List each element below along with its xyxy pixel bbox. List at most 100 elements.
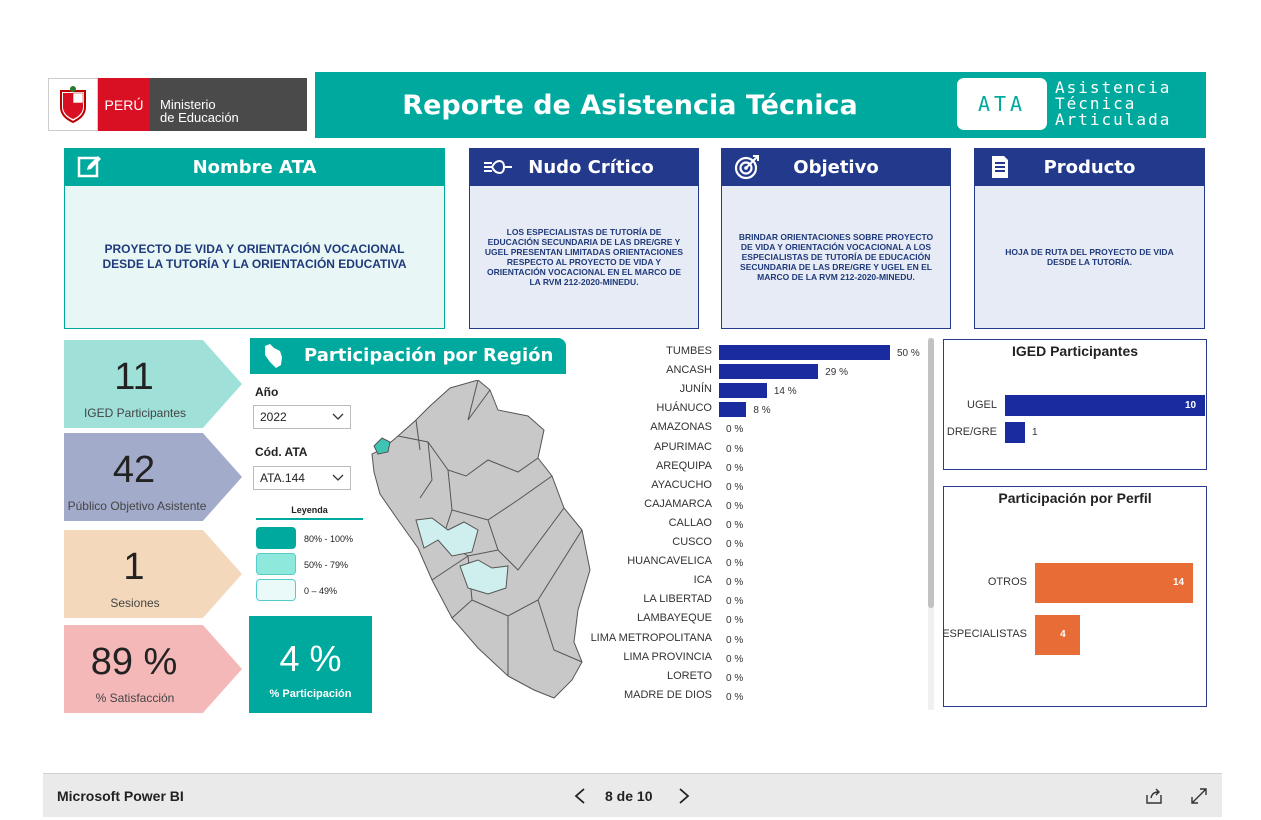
bar	[1035, 563, 1193, 603]
kpi-label: IGED Participantes	[83, 406, 187, 420]
minedu-logo: PERÚ Ministerio de Educación	[48, 78, 308, 131]
kpi-iged-participantes: 11 IGED Participantes	[64, 340, 242, 428]
card-producto-header: Producto	[974, 148, 1205, 186]
card-objetivo-title: Objetivo	[793, 156, 879, 178]
iged-panel-title: IGED Participantes	[1011, 343, 1139, 359]
bar-value-label: 0 %	[726, 615, 744, 627]
bar-value-label: 14 %	[773, 386, 797, 398]
year-select[interactable]: 2022	[253, 405, 351, 429]
kpi-publico-objetivo: 42 Público Objetivo Asistente	[64, 433, 242, 521]
legend-swatch-low	[256, 579, 296, 601]
peru-region-map	[371, 380, 591, 699]
iged-panel: IGED Participantes UGEL 10 DRE/GRE 1	[943, 339, 1207, 470]
card-nudo-title: Nudo Crítico	[528, 156, 654, 178]
bar-category-label: MADRE DE DIOS	[623, 688, 712, 701]
peru-label: PERÚ	[98, 78, 150, 131]
card-nudo-header: Nudo Crítico	[469, 148, 699, 186]
bar-value-label: 0 %	[726, 462, 744, 474]
bar-value-label: 14	[1173, 577, 1185, 588]
card-producto-title: Producto	[1043, 156, 1136, 178]
bar-value-label: 50 %	[897, 348, 920, 359]
legend-label-low: 0 – 49%	[304, 586, 338, 596]
perfil-bar-chart: OTROS 14 ESPECIALISTAS 4	[942, 487, 1206, 706]
kpi-sesiones: 1 Sesiones	[64, 530, 242, 618]
bar-category-label: HUÁNUCO	[656, 402, 712, 415]
card-nudo-critico: Nudo Crítico LOS ESPECIALISTAS DE TUTORÍ…	[469, 148, 699, 329]
peru-map-icon	[265, 344, 282, 368]
bar-value-label: 0 %	[726, 443, 744, 455]
region-bar-chart: TUMBES 50 % ANCASH 29 % JUNÍN 14 % HUÁNUCO 8 % A…	[570, 344, 930, 712]
kpi-value: 1	[123, 546, 145, 588]
card-producto-text: HOJA DE RUTA DEL PROYECTO DE VIDA DESDE …	[1005, 247, 1174, 267]
bar-category-label: LIMA PROVINCIA	[623, 650, 712, 663]
bar-value-label: 0 %	[726, 596, 744, 608]
year-label: Año	[255, 385, 279, 399]
title-bar: Reporte de Asistencia Técnica ATA Asiste…	[315, 72, 1206, 138]
share-icon[interactable]	[1144, 786, 1164, 806]
bar-value-label: 0 %	[726, 481, 744, 493]
bar-category-label: ESPECIALISTAS	[942, 628, 1027, 640]
card-objetivo-header: Objetivo	[721, 148, 951, 186]
bar-value-label: 0 %	[726, 500, 744, 512]
bar-category-label: DRE/GRE	[946, 425, 997, 438]
bar-value-label: 4	[1060, 629, 1066, 640]
bar-value-label: 10	[1185, 399, 1197, 411]
bar-category-label: LAMBAYEQUE	[637, 612, 712, 625]
peru-shield-icon	[48, 78, 98, 131]
bar-value-label: 0 %	[726, 519, 744, 531]
bar	[719, 345, 890, 360]
card-nombre-title: Nombre ATA	[192, 156, 317, 178]
edit-icon	[77, 156, 101, 178]
knot-icon	[484, 160, 512, 174]
perfil-panel: Participación por Perfil OTROS 14 ESPECIAL…	[942, 486, 1207, 707]
kpi-satisfaccion: 89 % % Satisfacción	[64, 625, 242, 713]
legend-swatch-mid	[256, 553, 296, 575]
bar-value-label: 1	[1032, 426, 1038, 438]
bar-category-label: LORETO	[666, 669, 712, 682]
bar-value-label: 0 %	[726, 558, 744, 570]
scrollbar-thumb[interactable]	[928, 338, 934, 608]
card-nombre-ata: Nombre ATA PROYECTO DE VIDA Y ORIENTACIÓ…	[64, 148, 445, 329]
powerbi-brand-link[interactable]: Microsoft Power BI	[57, 788, 184, 804]
chart-scrollbar[interactable]	[928, 338, 934, 710]
map-legend: Leyenda 80% - 100% 50% - 79% 0 – 49%	[256, 505, 363, 605]
kpi-label: Público Objetivo Asistente	[67, 499, 207, 513]
bar-category-label: ICA	[693, 574, 712, 587]
ministry-name: Ministerio de Educación	[150, 78, 307, 131]
bar-value-label: 0 %	[726, 424, 744, 436]
bar	[719, 383, 767, 399]
page-indicator: 8 de 10	[605, 788, 653, 804]
bar-category-label: LIMA METROPOLITANA	[590, 631, 712, 644]
bar	[1035, 615, 1081, 655]
legend-label-mid: 50% - 79%	[304, 560, 349, 570]
code-label: Cód. ATA	[255, 445, 308, 459]
bar-category-label: CUSCO	[672, 536, 712, 548]
code-select[interactable]: ATA.144	[253, 466, 351, 490]
bar-category-label: CALLAO	[668, 516, 712, 529]
bar-category-label: AMAZONAS	[650, 421, 712, 434]
bar-category-label: HUANCAVELICA	[627, 555, 712, 568]
kpi-value: 42	[112, 449, 156, 491]
bar	[1005, 395, 1205, 416]
bar-category-label: AREQUIPA	[655, 459, 712, 472]
kpi-label: Sesiones	[110, 596, 160, 610]
fullscreen-icon[interactable]	[1189, 786, 1209, 806]
bar-value-label: 0 %	[726, 634, 744, 646]
participation-label: % Participación	[269, 688, 352, 700]
next-page-icon[interactable]	[677, 787, 691, 805]
bar-category-label: TUMBES	[666, 345, 712, 357]
iged-bar-chart: UGEL 10 DRE/GRE 1	[944, 340, 1206, 469]
chevron-down-icon	[332, 474, 344, 481]
kpi-value: 11	[114, 356, 154, 398]
bar-category-label: APURIMAC	[653, 440, 712, 453]
bar-category-label: CAJAMARCA	[644, 497, 712, 510]
legend-title: Leyenda	[256, 505, 363, 520]
bar-category-label: JUNÍN	[679, 383, 712, 396]
prev-page-icon[interactable]	[573, 787, 587, 805]
map-region-tumbes	[373, 437, 391, 455]
bar	[719, 364, 819, 380]
bar-value-label: 0 %	[726, 577, 744, 589]
ata-badge: ATA	[957, 78, 1047, 130]
legend-swatch-high	[256, 527, 296, 549]
bar	[719, 402, 747, 418]
